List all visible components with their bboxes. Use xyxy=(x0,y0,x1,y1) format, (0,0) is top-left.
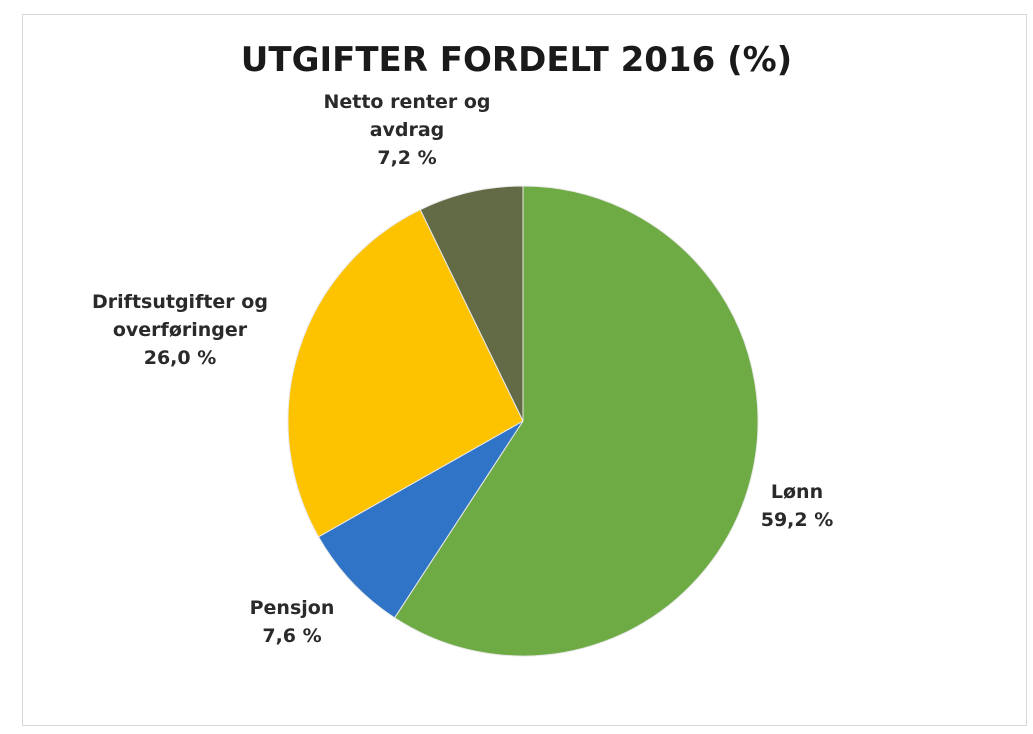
pie-slice xyxy=(419,185,524,422)
category-label: Driftsutgifter og overføringer xyxy=(92,291,268,341)
category-label: Netto renter og avdrag xyxy=(323,91,491,141)
value-label: 7,2 % xyxy=(377,147,437,169)
value-label: 59,2 % xyxy=(760,509,834,531)
chart-frame xyxy=(22,14,1027,726)
category-label: Lønn xyxy=(770,481,824,503)
category-label: Pensjon xyxy=(249,597,335,619)
pie-slice xyxy=(393,185,759,657)
slice-label: Pensjon 7,6 % xyxy=(232,594,352,650)
pie-slice xyxy=(317,420,524,619)
slice-label: Driftsutgifter og overføringer 26,0 % xyxy=(80,288,280,372)
chart-title: UTGIFTER FORDELT 2016 (%) xyxy=(240,40,793,80)
slice-label: Lønn 59,2 % xyxy=(737,478,857,534)
pie-slice xyxy=(287,208,524,538)
value-label: 26,0 % xyxy=(143,347,217,369)
slice-label: Netto renter og avdrag 7,2 % xyxy=(297,88,517,172)
value-label: 7,6 % xyxy=(262,625,322,647)
